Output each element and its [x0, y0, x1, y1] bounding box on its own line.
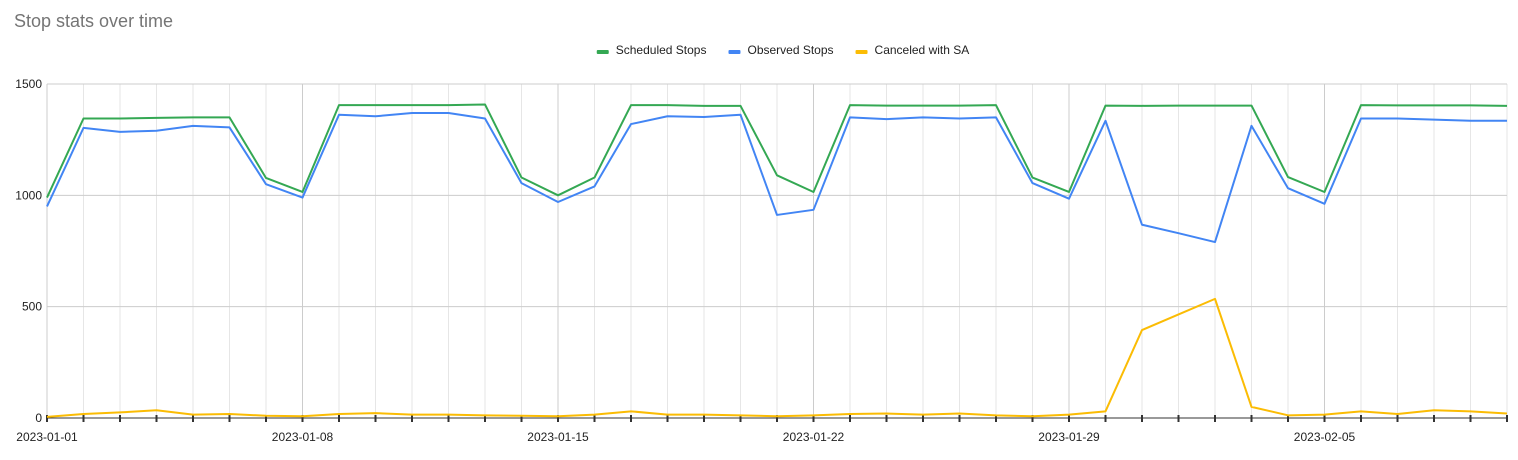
legend-swatch [855, 50, 868, 54]
x-tick-label: 2023-01-15 [527, 430, 589, 444]
legend-swatch [728, 50, 741, 54]
legend-label: Observed Stops [747, 43, 833, 57]
y-tick-label: 1000 [15, 188, 42, 202]
legend-item-scheduled-stops[interactable]: Scheduled Stops [596, 43, 707, 57]
gridlines [46, 83, 1508, 418]
x-tick-label: 2023-02-05 [1294, 430, 1356, 444]
legend-item-canceled-with-sa[interactable]: Canceled with SA [855, 43, 970, 57]
x-tick-label: 2023-01-01 [16, 430, 78, 444]
legend-item-observed-stops[interactable]: Observed Stops [728, 43, 834, 57]
y-tick-label: 0 [35, 411, 42, 425]
y-tick-label: 1500 [15, 77, 42, 91]
y-tick-label: 500 [22, 300, 42, 314]
series-lines [46, 103, 1508, 418]
series-scheduled-stops [46, 103, 1508, 198]
x-tick-label: 2023-01-29 [1038, 430, 1100, 444]
legend-swatch [596, 50, 609, 54]
series-canceled-with-sa [46, 297, 1508, 418]
chart-title: Stop stats over time [14, 11, 173, 31]
legend-label: Canceled with SA [875, 43, 970, 57]
legend: Scheduled Stops Observed Stops Canceled wi… [596, 43, 970, 57]
series-observed-stops [46, 111, 1508, 244]
y-axis: 0 500 1000 1500 [15, 77, 42, 425]
x-axis: 2023-01-01 2023-01-08 2023-01-15 2023-01-22… [16, 415, 1508, 444]
x-tick-label: 2023-01-08 [272, 430, 334, 444]
legend-label: Scheduled Stops [616, 43, 707, 57]
x-tick-label: 2023-01-22 [783, 430, 845, 444]
